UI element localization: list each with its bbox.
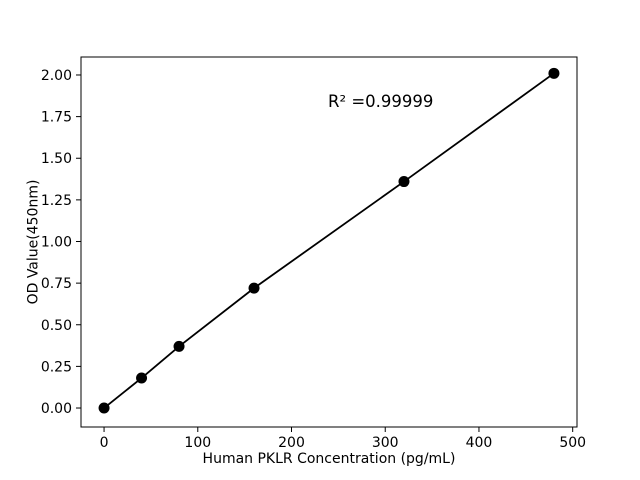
y-axis-label: OD Value(450nm) bbox=[25, 179, 42, 305]
x-tick-label: 400 bbox=[466, 435, 493, 451]
y-tick-label: 0.50 bbox=[41, 318, 72, 334]
y-tick-label: 1.00 bbox=[41, 235, 72, 251]
data-point-marker bbox=[98, 402, 110, 414]
plot-frame bbox=[80, 56, 578, 428]
y-tick-label: 0.00 bbox=[41, 401, 72, 417]
y-tick-label: 1.50 bbox=[41, 151, 72, 167]
r-squared-annotation: R² =0.99999 bbox=[328, 92, 434, 111]
y-tick-label: 0.25 bbox=[41, 359, 72, 375]
x-tick-label: 100 bbox=[184, 435, 211, 451]
x-tick-label: 200 bbox=[278, 435, 305, 451]
data-point-marker bbox=[548, 67, 560, 79]
y-tick-label: 2.00 bbox=[41, 68, 72, 84]
x-tick-label: 300 bbox=[372, 435, 399, 451]
data-point-marker bbox=[173, 340, 185, 352]
y-tick-label: 1.25 bbox=[41, 193, 72, 209]
data-point-marker bbox=[248, 282, 260, 294]
y-tick-label: 1.75 bbox=[41, 110, 72, 126]
y-tick-label: 0.75 bbox=[41, 276, 72, 292]
series-line bbox=[103, 72, 555, 409]
x-tick-label: 0 bbox=[100, 435, 109, 451]
x-axis-label: Human PKLR Concentration (pg/mL) bbox=[202, 451, 456, 467]
data-point-marker bbox=[398, 176, 410, 188]
x-tick-label: 500 bbox=[559, 435, 586, 451]
data-point-marker bbox=[136, 372, 148, 384]
